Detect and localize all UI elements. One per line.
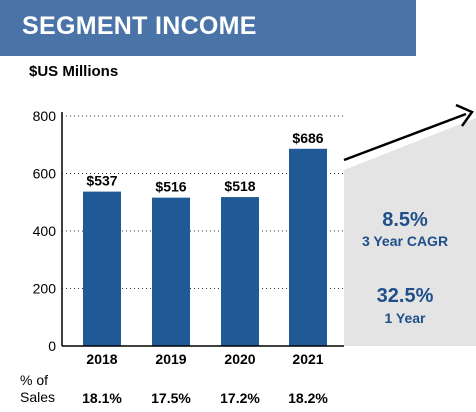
sales-pct-value-2021: 18.2% [288,390,328,406]
growth-arrow-head [455,103,474,127]
sales-pct-heading: % of Sales [20,372,55,406]
data-label-2021: $686 [292,130,323,146]
data-label-2020: $518 [224,178,255,194]
y-tick-label: 800 [33,108,57,124]
growth-panel: 8.5% 3 Year CAGR 32.5% 1 Year [343,103,476,346]
growth-panel-background [344,118,476,346]
unit-label: $US Millions [29,63,119,80]
growth-arrow-line [343,112,467,162]
x-tick-label-2019: 2019 [155,351,186,367]
x-tick-label-2020: 2020 [224,351,255,367]
chart-title: SEGMENT INCOME [22,12,257,40]
sales-pct-heading-line2: Sales [20,389,56,405]
y-tick-label: 600 [33,166,57,182]
data-label-2019: $516 [155,179,186,195]
sales-pct-value-2020: 17.2% [220,390,260,406]
cagr-label: 3 Year CAGR [362,233,448,249]
data-label-2018: $537 [86,173,117,189]
x-tick-label-2018: 2018 [86,351,117,367]
sales-pct-heading-line1: % of [20,372,49,388]
bar-2019 [152,197,190,346]
cagr-value: 8.5% [382,209,428,231]
x-tick-label-2021: 2021 [292,351,323,367]
y-tick-label: 400 [33,223,57,239]
y-tick-label: 0 [48,338,56,354]
bar-2021 [289,148,327,346]
bar-2018 [83,191,121,346]
one-year-value: 32.5% [377,285,434,307]
data-labels: $537 $516 $518 $686 [86,130,323,195]
sales-pct-value-2019: 17.5% [151,390,191,406]
sales-pct-value-2018: 18.1% [82,390,122,406]
bars [83,148,327,346]
bar-2020 [221,197,259,346]
y-tick-label: 200 [33,281,57,297]
title-banner: SEGMENT INCOME [0,0,416,56]
one-year-label: 1 Year [384,310,426,326]
axes: 0 200 400 600 800 2018 2019 2020 2021 [33,108,344,367]
